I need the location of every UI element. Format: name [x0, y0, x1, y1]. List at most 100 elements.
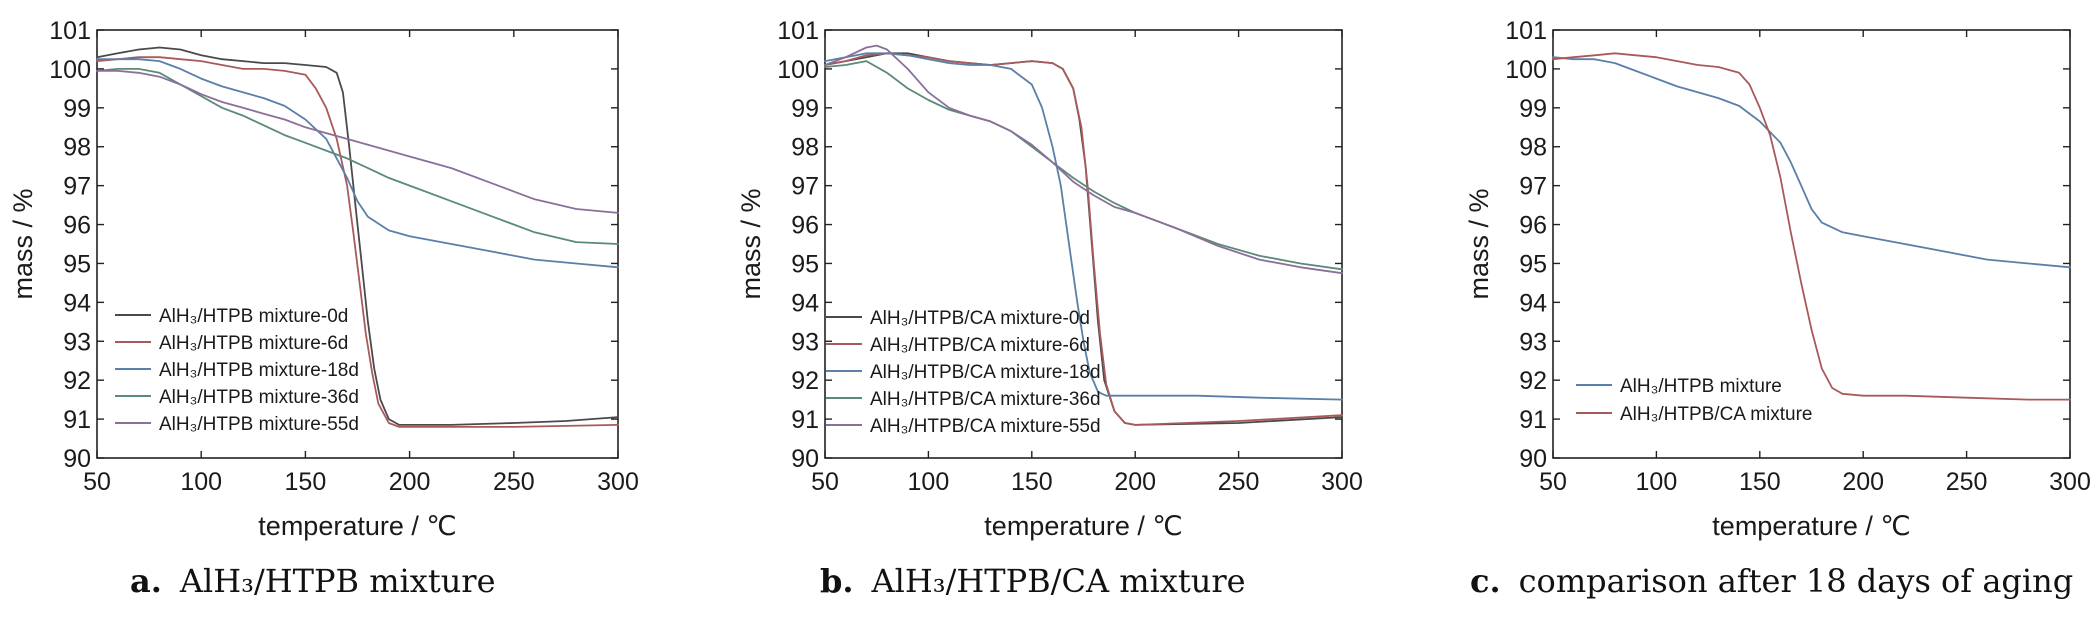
x-tick-label: 100	[908, 468, 950, 496]
y-tick-label: 101	[49, 17, 91, 45]
series-line-2	[1552, 52, 2071, 401]
x-axis-label: temperature / ℃	[1712, 511, 1910, 541]
legend-entry: AlH₃/HTPB mixture-36d	[159, 387, 359, 408]
y-tick-label: 99	[791, 95, 819, 123]
panel-caption-letter: a.	[130, 562, 162, 600]
y-tick-label: 98	[1519, 134, 1547, 162]
y-tick-label: 100	[777, 56, 819, 84]
chart-panel-2: 90 91 92 93 94 95 96 97 98 99 100 101 50 100 150 200 250…	[736, 17, 1363, 600]
y-axis-label: mass / %	[736, 188, 766, 299]
legend-entry: AlH₃/HTPB/CA mixture-6d	[870, 335, 1090, 356]
x-tick-label: 250	[1946, 468, 1988, 496]
x-tick-label: 300	[1321, 468, 1363, 496]
x-tick-label: 200	[1842, 468, 1884, 496]
panel-caption-letter: c.	[1470, 562, 1501, 600]
legend-entry: AlH₃/HTPB/CA mixture-0d	[870, 308, 1090, 329]
y-tick-label: 100	[49, 56, 91, 84]
chart-panel-3: 90 91 92 93 94 95 96 97 98 99 100 101 50 100 150 200 250…	[1464, 17, 2091, 600]
y-tick-label: 91	[63, 406, 91, 434]
y-tick-label: 94	[63, 289, 91, 317]
x-tick-label: 150	[1011, 468, 1053, 496]
x-tick-label: 200	[1114, 468, 1156, 496]
x-tick-label: 300	[597, 468, 639, 496]
plot-frame	[824, 29, 1343, 459]
legend-entry: AlH₃/HTPB/CA mixture-55d	[870, 416, 1101, 437]
legend-entry: AlH₃/HTPB mixture-18d	[159, 360, 359, 381]
panel-caption-letter: b.	[820, 562, 854, 600]
y-tick-label: 98	[63, 134, 91, 162]
x-tick-label: 50	[83, 468, 111, 496]
y-tick-label: 94	[791, 289, 819, 317]
y-tick-label: 90	[63, 445, 91, 473]
panel-caption: c. comparison after 18 days of aging	[1470, 562, 2073, 600]
y-tick-label: 96	[1519, 212, 1547, 240]
y-tick-label: 95	[63, 250, 91, 278]
y-tick-label: 100	[1505, 56, 1547, 84]
x-tick-label: 150	[285, 468, 327, 496]
x-tick-label: 50	[1539, 468, 1567, 496]
plot-frame	[1552, 29, 2071, 459]
y-tick-label: 96	[63, 212, 91, 240]
series-line-1	[1552, 56, 2071, 269]
series-line-2	[96, 56, 619, 428]
panel-caption-text: AlH₃/HTPB/CA mixture	[871, 562, 1246, 600]
y-tick-label: 97	[1519, 173, 1547, 201]
x-tick-label: 300	[2049, 468, 2091, 496]
chart-panel-1: 90 91 92 93 94 95 96 97 98 99 100 101 50 100 150 200 250…	[8, 17, 639, 600]
x-tick-label: 50	[811, 468, 839, 496]
series-line-3	[824, 52, 1343, 401]
legend-entry: AlH₃/HTPB mixture	[1620, 376, 1782, 397]
y-tick-label: 97	[63, 173, 91, 201]
series-line-1	[96, 46, 619, 426]
y-tick-label: 91	[1519, 406, 1547, 434]
panel-caption-text: comparison after 18 days of aging	[1519, 562, 2074, 600]
x-axis-label: temperature / ℃	[258, 511, 456, 541]
x-tick-label: 250	[1218, 468, 1260, 496]
y-tick-label: 93	[63, 328, 91, 356]
y-axis-label: mass / %	[8, 188, 38, 299]
x-tick-label: 200	[389, 468, 431, 496]
y-tick-label: 93	[1519, 328, 1547, 356]
y-tick-label: 92	[63, 367, 91, 395]
legend-entry: AlH₃/HTPB mixture-0d	[159, 306, 348, 327]
y-tick-label: 98	[791, 134, 819, 162]
y-tick-label: 94	[1519, 289, 1547, 317]
y-tick-label: 96	[791, 212, 819, 240]
series-line-5	[824, 44, 1343, 275]
y-tick-label: 101	[1505, 17, 1547, 45]
y-tick-label: 99	[1519, 95, 1547, 123]
x-tick-label: 250	[493, 468, 535, 496]
x-tick-label: 100	[1636, 468, 1678, 496]
legend-entry: AlH₃/HTPB mixture-6d	[159, 333, 348, 354]
y-tick-label: 92	[1519, 367, 1547, 395]
series-line-4	[824, 60, 1343, 271]
legend-entry: AlH₃/HTPB/CA mixture-18d	[870, 362, 1101, 383]
legend: AlH₃/HTPB mixture-0d AlH₃/HTPB mixture-6d…	[115, 306, 359, 435]
y-tick-label: 90	[791, 445, 819, 473]
y-tick-label: 95	[791, 250, 819, 278]
series-line-4	[96, 68, 619, 245]
panel-caption: b. AlH₃/HTPB/CA mixture	[820, 562, 1246, 600]
legend-entry: AlH₃/HTPB mixture-55d	[159, 414, 359, 435]
y-tick-label: 101	[777, 17, 819, 45]
legend-entry: AlH₃/HTPB/CA mixture	[1620, 404, 1813, 425]
x-tick-label: 150	[1739, 468, 1781, 496]
y-tick-label: 90	[1519, 445, 1547, 473]
legend: AlH₃/HTPB mixture AlH₃/HTPB/CA mixture	[1576, 376, 1813, 425]
series-line-3	[96, 58, 619, 269]
y-tick-label: 95	[1519, 250, 1547, 278]
y-tick-label: 99	[63, 95, 91, 123]
legend: AlH₃/HTPB/CA mixture-0d AlH₃/HTPB/CA mixt…	[826, 308, 1101, 437]
legend-entry: AlH₃/HTPB/CA mixture-36d	[870, 389, 1101, 410]
y-tick-label: 93	[791, 328, 819, 356]
series-line-5	[96, 70, 619, 214]
panel-caption: a. AlH₃/HTPB mixture	[130, 562, 496, 600]
y-tick-label: 91	[791, 406, 819, 434]
y-axis-label: mass / %	[1464, 188, 1494, 299]
y-tick-label: 92	[791, 367, 819, 395]
y-tick-label: 97	[791, 173, 819, 201]
x-tick-label: 100	[180, 468, 222, 496]
panel-caption-text: AlH₃/HTPB mixture	[179, 562, 496, 600]
x-axis-label: temperature / ℃	[984, 511, 1182, 541]
